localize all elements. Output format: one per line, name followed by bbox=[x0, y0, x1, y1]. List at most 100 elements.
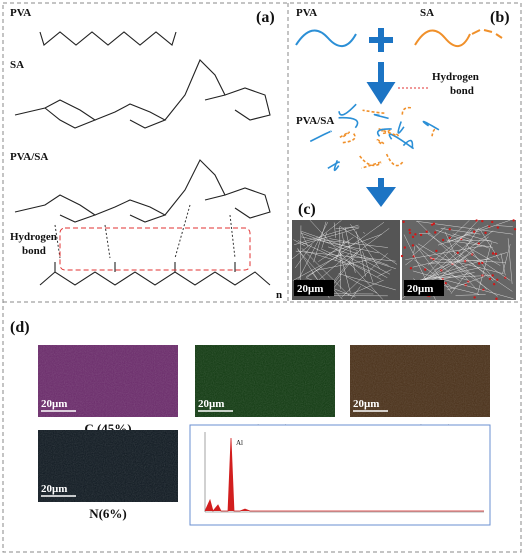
red-dot bbox=[403, 246, 407, 249]
peak-label: Al bbox=[236, 439, 243, 447]
fiber bbox=[309, 220, 384, 300]
fiber bbox=[435, 229, 490, 249]
fiber bbox=[341, 232, 345, 245]
fiber bbox=[350, 224, 381, 270]
red-dot bbox=[432, 222, 436, 225]
fiber bbox=[301, 248, 350, 296]
fiber bbox=[405, 259, 413, 266]
fiber bbox=[311, 272, 318, 280]
fiber bbox=[417, 220, 479, 286]
fiber bbox=[320, 248, 370, 272]
red-dot bbox=[408, 228, 411, 232]
h-bond-label: bond bbox=[450, 85, 474, 97]
panel-a: (a) PVA SA PVA/SA Hydrogen bond n bbox=[10, 7, 282, 301]
fiber bbox=[502, 244, 511, 274]
h-bond-label: Hydrogen bbox=[10, 231, 57, 243]
red-dot bbox=[481, 261, 484, 265]
sa-label: SA bbox=[10, 59, 24, 71]
chain bbox=[338, 103, 357, 116]
fiber bbox=[507, 238, 513, 284]
fiber bbox=[356, 231, 366, 277]
fiber bbox=[297, 249, 343, 300]
chain bbox=[362, 109, 385, 114]
fiber bbox=[345, 276, 378, 294]
fiber bbox=[417, 220, 488, 290]
fiber bbox=[377, 269, 392, 277]
fiber bbox=[414, 259, 455, 290]
red-dot bbox=[434, 231, 437, 234]
fiber bbox=[415, 244, 452, 293]
fiber bbox=[447, 220, 470, 242]
red-dot bbox=[435, 249, 438, 253]
fiber bbox=[424, 275, 491, 279]
chain bbox=[397, 121, 405, 134]
chain bbox=[361, 161, 382, 169]
fiber bbox=[466, 234, 498, 244]
chain bbox=[376, 139, 385, 145]
red-dot bbox=[424, 268, 427, 271]
fiber bbox=[413, 252, 508, 283]
fiber bbox=[442, 272, 468, 281]
panel-c: (c) 20μm 20μm bbox=[291, 201, 517, 300]
red-dot bbox=[472, 230, 476, 233]
fiber bbox=[363, 232, 366, 234]
pva-label: PVA bbox=[10, 7, 31, 19]
red-dot bbox=[400, 254, 404, 258]
fiber bbox=[427, 229, 472, 266]
red-dot bbox=[481, 219, 484, 223]
repeat-n: n bbox=[276, 289, 282, 301]
red-dot bbox=[512, 219, 515, 222]
fiber bbox=[346, 255, 388, 278]
fiber bbox=[294, 224, 359, 246]
chain bbox=[431, 128, 436, 137]
fiber bbox=[496, 225, 513, 227]
spectrum-frame bbox=[189, 424, 491, 526]
fiber bbox=[301, 231, 358, 251]
red-dot bbox=[484, 231, 487, 235]
pva-sa-label: PVA/SA bbox=[10, 151, 48, 163]
fiber bbox=[459, 252, 494, 282]
eds-noise bbox=[195, 345, 335, 417]
red-dot bbox=[448, 236, 452, 240]
scale-bar-label: 20μm bbox=[198, 398, 224, 410]
chain bbox=[338, 131, 350, 139]
red-dot bbox=[491, 220, 494, 224]
red-dot bbox=[425, 230, 428, 233]
red-dot bbox=[432, 257, 435, 261]
fiber bbox=[321, 232, 327, 249]
red-dot bbox=[414, 233, 417, 236]
red-dot bbox=[448, 227, 451, 231]
fiber bbox=[455, 294, 486, 296]
chain bbox=[402, 139, 414, 149]
scale-bar-label: 20μm bbox=[41, 398, 67, 410]
red-dot bbox=[473, 296, 476, 299]
chain bbox=[381, 126, 391, 135]
fiber bbox=[412, 270, 514, 299]
red-dot bbox=[513, 227, 517, 231]
fiber bbox=[353, 279, 384, 294]
panel-label: (d) bbox=[10, 319, 30, 336]
fiber bbox=[333, 222, 336, 238]
fiber bbox=[412, 260, 440, 268]
scale-bar bbox=[294, 280, 334, 296]
chain bbox=[338, 116, 359, 129]
eds-noise bbox=[38, 430, 178, 502]
red-dot bbox=[492, 282, 496, 286]
fiber bbox=[306, 266, 322, 277]
fiber bbox=[300, 225, 302, 291]
red-dot bbox=[441, 238, 445, 242]
fiber bbox=[442, 252, 478, 291]
fiber bbox=[339, 250, 351, 293]
fiber bbox=[480, 230, 500, 261]
red-dot bbox=[419, 233, 423, 237]
fiber bbox=[348, 261, 382, 280]
spectrum bbox=[204, 437, 484, 512]
red-dot bbox=[411, 244, 415, 247]
panel-label: (c) bbox=[298, 201, 316, 218]
fiber bbox=[295, 250, 396, 262]
fiber bbox=[301, 227, 359, 245]
fiber bbox=[467, 246, 501, 266]
red-dot bbox=[495, 297, 498, 300]
